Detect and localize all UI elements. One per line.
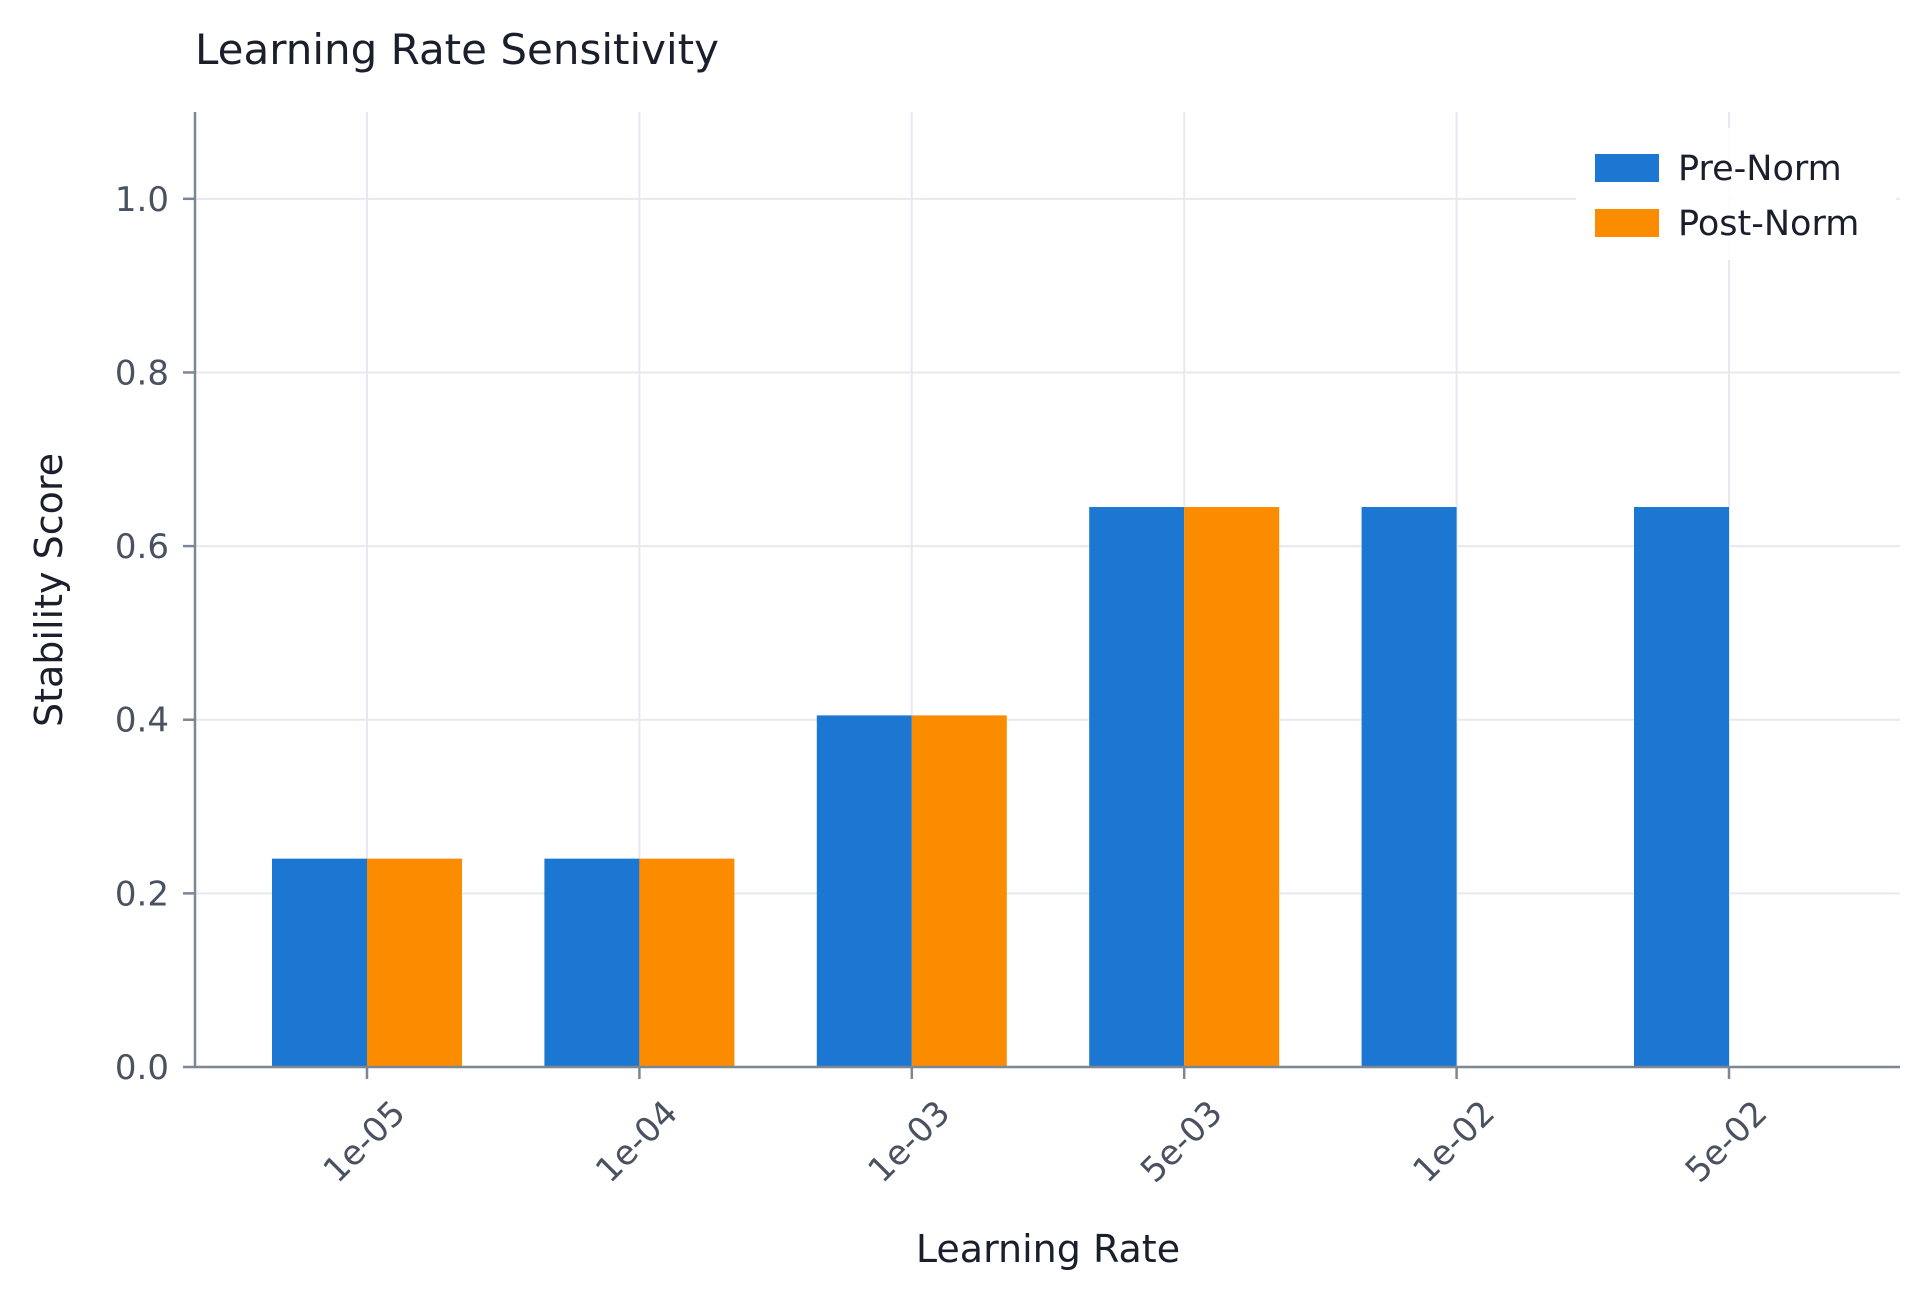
chart-title: Learning Rate Sensitivity [195,25,719,74]
bar-pre-norm-1e-02 [1361,507,1457,1068]
legend-background [1576,128,1896,260]
bar-post-norm-1e-04 [639,858,735,1067]
y-tick-label: 1.0 [115,180,169,220]
x-tick-label: 1e-02 [1405,1093,1503,1191]
bar-pre-norm-1e-04 [544,858,640,1067]
y-tick-label: 0.0 [115,1048,169,1088]
legend-label: Pre-Norm [1678,149,1842,189]
bars [272,507,1729,1068]
x-tick-label: 5e-02 [1678,1093,1776,1191]
bar-pre-norm-1e-05 [272,858,367,1067]
x-tick-label: 5e-03 [1133,1093,1231,1191]
y-tick-label: 0.8 [115,353,169,393]
legend-swatch [1595,154,1659,182]
bar-pre-norm-5e-03 [1089,507,1185,1068]
legend: Pre-Norm Post-Norm [1576,128,1896,260]
bar-pre-norm-5e-02 [1634,507,1729,1068]
bar-post-norm-1e-03 [911,715,1007,1067]
y-tick-label: 0.6 [115,527,169,567]
x-tick-label: 1e-04 [588,1093,686,1191]
x-tick-label: 1e-05 [316,1093,414,1191]
x-axis-title: Learning Rate [916,1227,1180,1271]
legend-swatch [1595,209,1659,237]
bar-post-norm-5e-03 [1184,507,1280,1068]
y-axis-title: Stability Score [27,453,71,727]
y-tick-label: 0.2 [115,874,169,914]
bar-pre-norm-1e-03 [816,715,912,1067]
bar-post-norm-1e-05 [367,858,462,1067]
x-tick-label: 1e-03 [861,1093,959,1191]
axes [193,112,1900,1069]
legend-label: Post-Norm [1678,204,1859,244]
y-tick-label: 0.4 [115,701,169,741]
